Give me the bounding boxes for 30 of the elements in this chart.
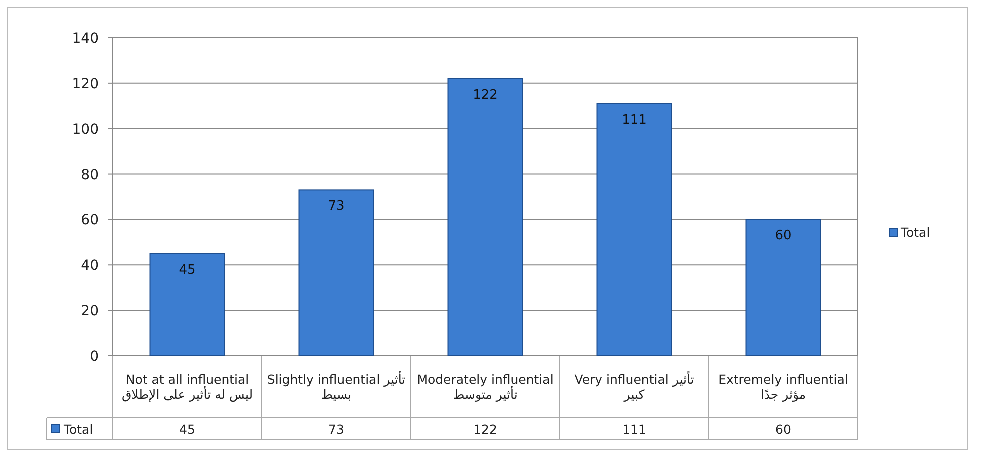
data-label: 60 — [775, 228, 792, 244]
x-tick-label: Moderately influential تأثیر متوسط — [416, 372, 555, 402]
text: Total — [64, 422, 94, 437]
y-tick-label: 120 — [72, 76, 99, 92]
x-tick-label: Extremely influential مؤثر جدًا — [718, 372, 850, 402]
bar — [298, 190, 374, 356]
bar — [150, 253, 226, 356]
y-tick-label: 0 — [90, 349, 99, 365]
x-tick-label: Slightly influential تأثیر بسیط — [266, 372, 407, 402]
y-tick-label: 140 — [72, 31, 99, 47]
text: 45 — [180, 422, 196, 437]
data-label: 73 — [328, 199, 345, 214]
bar — [596, 103, 672, 356]
data-label: 111 — [622, 112, 647, 128]
legend-label: Total — [900, 225, 930, 240]
text: 122 — [474, 422, 498, 437]
text: 111 — [622, 422, 646, 437]
y-tick-label: 40 — [81, 258, 99, 274]
text: 60 — [776, 422, 792, 437]
y-tick-label: 80 — [81, 167, 99, 184]
x-tick-label: Very influential تأثیر کبیر — [574, 372, 696, 402]
data-label: 45 — [179, 262, 196, 278]
y-tick-label: 20 — [81, 304, 99, 320]
bar — [448, 78, 524, 356]
y-tick-label: 100 — [72, 122, 99, 138]
data-label: 122 — [473, 88, 498, 103]
x-tick-label: Not at all influential لیس له تأثیر علی الإطلاق — [120, 372, 254, 402]
bar — [746, 219, 822, 356]
text: 73 — [328, 422, 344, 437]
y-tick-label: 60 — [81, 212, 99, 229]
